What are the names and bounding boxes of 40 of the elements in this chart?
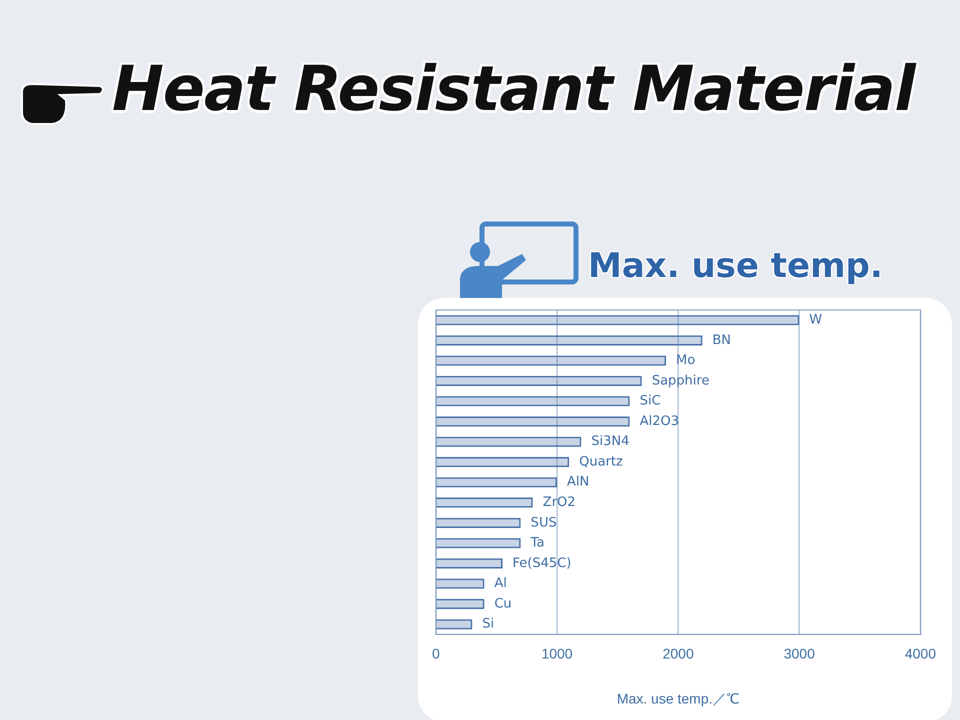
bar — [436, 456, 570, 468]
x-tick-label: 1000 — [541, 646, 573, 662]
y-tick-label: Al — [494, 576, 507, 592]
bar — [436, 416, 630, 427]
bar — [436, 335, 702, 346]
x-tick-label: 4000 — [904, 646, 936, 662]
x-tick-label: 3000 — [784, 646, 816, 662]
y-tick-label: ZrO2 — [542, 494, 576, 510]
bar — [436, 518, 521, 528]
y-tick-label: Ta — [530, 536, 544, 551]
bar — [436, 578, 484, 589]
y-tick-label: BN — [712, 332, 732, 348]
bar — [436, 396, 630, 406]
y-tick-label: W — [809, 312, 822, 328]
y-tick-label: Cu — [494, 596, 512, 612]
chart-subtitle: Max. use temp. — [588, 246, 883, 286]
bar — [436, 477, 558, 488]
bar — [436, 436, 582, 447]
bar — [436, 356, 666, 366]
y-tick-label: Quartz — [579, 454, 624, 470]
bar — [436, 558, 503, 569]
x-axis-title: Max. use temp.／℃ — [616, 690, 740, 706]
y-tick-label: Si3N4 — [591, 434, 630, 450]
y-tick-label: Sapphire — [652, 373, 710, 388]
chart-title: Heat Resistant Material — [112, 52, 915, 125]
bar — [436, 315, 800, 326]
y-tick-label: Al2O3 — [640, 414, 679, 429]
y-tick-label: SUS — [530, 515, 557, 530]
x-tick-label: 0 — [432, 646, 440, 662]
bar — [436, 538, 521, 548]
x-tick-label: 2000 — [662, 646, 694, 662]
bar — [436, 598, 484, 610]
y-tick-label: Mo — [676, 353, 696, 368]
bar — [436, 376, 642, 386]
bar — [436, 498, 533, 508]
bar — [436, 619, 472, 630]
y-tick-label: Si — [482, 616, 494, 632]
y-tick-label: SiC — [640, 394, 661, 409]
y-tick-label: Fe(S45C) — [512, 556, 572, 571]
y-tick-label: AlN — [567, 474, 590, 490]
